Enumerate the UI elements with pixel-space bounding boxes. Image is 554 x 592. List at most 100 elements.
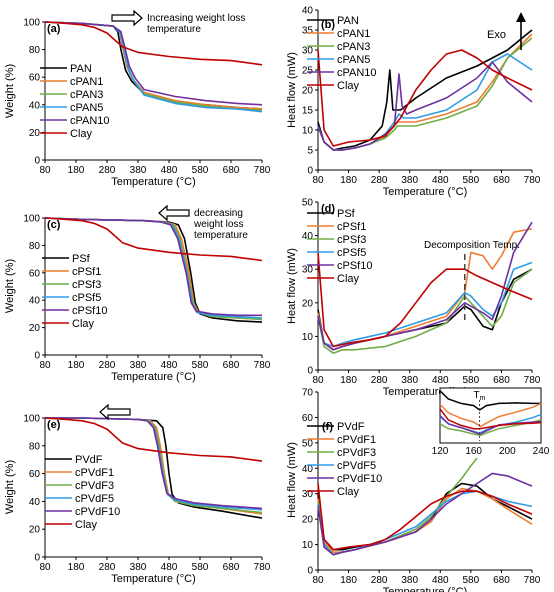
- y-tick-label: 40: [29, 296, 41, 307]
- legend-entry: cPAN10: [337, 67, 377, 79]
- x-tick-label: 780: [524, 575, 541, 586]
- exo-label: Exo: [487, 29, 506, 41]
- x-tick-label: 780: [524, 375, 541, 386]
- x-tick-label: 380: [401, 175, 418, 186]
- legend-entry: cPSf1: [72, 266, 101, 278]
- x-tick-label: 80: [39, 165, 51, 176]
- x-axis-title: Temperature (°C): [111, 573, 195, 585]
- chart-panel-e: 80 180 280 380 480 580 680 780 0 20 40 60 80 100 Tempe…: [4, 403, 271, 585]
- inset-series-line-Clay: [439, 408, 542, 430]
- series-line-cPAN10: [317, 61, 533, 151]
- y-tick-label: 20: [29, 128, 41, 139]
- inset-series-line-cPVdF1: [439, 402, 542, 428]
- legend-entry: PVdF: [337, 421, 365, 433]
- y-tick-label: 35: [302, 26, 314, 37]
- x-tick-label: 180: [68, 562, 85, 573]
- chart-panel-a: 80 180 280 380 480 580 680 780 0 20 40 60 80 100 Tempe…: [4, 9, 271, 188]
- series-line-cPVdF10: [317, 472, 533, 556]
- y-tick-label: 100: [23, 18, 40, 29]
- series-line-cPAN10: [44, 21, 263, 106]
- chart-panel-d: 80 180 280 380 480 580 680 78001020304050Temper…: [286, 198, 541, 399]
- x-tick-label: 680: [493, 175, 510, 186]
- y-tick-label: 25: [302, 66, 314, 77]
- legend-entry: cPAN10: [70, 115, 110, 127]
- x-tick-label: 580: [192, 562, 209, 573]
- x-tick-label: 280: [371, 175, 388, 186]
- series-line-Clay: [44, 21, 263, 66]
- legend-entry: cPVdF5: [337, 460, 376, 472]
- y-tick-label: 15: [302, 106, 314, 117]
- x-tick-label: 380: [130, 562, 147, 573]
- x-tick-label: 280: [99, 360, 116, 371]
- y-tick-label: 40: [29, 497, 41, 508]
- y-tick-label: 40: [302, 464, 314, 475]
- y-axis-title: Heat flow (mW): [286, 52, 298, 128]
- legend-entry: Clay: [75, 519, 98, 531]
- series-line-cPSf10: [44, 217, 262, 317]
- inset-series-line-PVdF: [439, 390, 541, 411]
- x-tick-label: 680: [223, 360, 240, 371]
- legend-entry: cPVdF1: [75, 467, 114, 479]
- x-tick-label: 180: [340, 175, 357, 186]
- x-tick-label: 280: [371, 375, 388, 386]
- chart-panel-b: 80 180 280 380 480 580 680 780 0 5 10 15 20 25 30 35 40 T…: [286, 6, 541, 199]
- series-line-Clay: [44, 217, 263, 262]
- y-tick-label: 10: [302, 540, 314, 551]
- series-line-cPSf10: [317, 221, 533, 351]
- x-tick-label: 280: [371, 575, 388, 586]
- legend-entry: Clay: [337, 486, 360, 498]
- y-tick-label: 100: [23, 214, 40, 225]
- legend-entry: cPVdF3: [75, 480, 114, 492]
- y-tick-label: 10: [302, 126, 314, 137]
- y-tick-label: 0: [307, 566, 313, 577]
- decomposition-annotation: Decomposition Temp.: [424, 240, 520, 251]
- y-tick-label: 20: [29, 525, 41, 536]
- x-tick-label: 580: [463, 575, 480, 586]
- arrow-left-icon: [158, 204, 190, 222]
- x-tick-label: 580: [192, 360, 209, 371]
- y-tick-label: 0: [34, 553, 40, 564]
- y-tick-label: 60: [29, 73, 41, 84]
- panel-label: (b): [321, 19, 335, 31]
- x-tick-label: 380: [401, 375, 418, 386]
- inset-x-tick-label: 160: [465, 446, 482, 457]
- y-tick-label: 50: [302, 438, 314, 449]
- x-tick-label: 80: [312, 575, 324, 586]
- y-tick-label: 20: [302, 515, 314, 526]
- y-axis-title: Weight (%): [4, 259, 16, 313]
- series-line-Clay: [44, 417, 263, 462]
- chart-panel-f: 80 180 280 380 480 580 680 780 0 10 20 30 40 50 60 70 Te…: [286, 387, 550, 592]
- legend-entry: cPVdF3: [337, 447, 376, 459]
- y-axis-title: Weight (%): [4, 64, 16, 118]
- x-tick-label: 780: [524, 175, 541, 186]
- inset-frame: [439, 387, 542, 444]
- legend-entry: PAN: [337, 15, 359, 27]
- legend-entry: cPSf3: [337, 234, 366, 246]
- x-tick-label: 680: [493, 575, 510, 586]
- x-tick-label: 80: [39, 360, 51, 371]
- y-tick-label: 30: [302, 489, 314, 500]
- x-axis-title: Temperature (°C): [383, 186, 467, 198]
- x-tick-label: 480: [161, 360, 178, 371]
- arrow-annotation: decreasing: [194, 208, 243, 219]
- series-line-cPVdF1: [317, 487, 533, 554]
- x-tick-label: 80: [39, 562, 51, 573]
- y-tick-label: 0: [307, 366, 313, 377]
- y-tick-label: 80: [29, 441, 41, 452]
- x-tick-label: 80: [312, 175, 324, 186]
- y-tick-label: 100: [23, 414, 40, 425]
- y-axis-title: Heat flow (mW): [286, 442, 298, 518]
- x-tick-label: 780: [254, 165, 271, 176]
- arrow-annotation: weight loss: [193, 219, 243, 230]
- inset-x-tick-label: 240: [533, 446, 550, 457]
- arrow-annotation: Increasing weight loss: [147, 13, 245, 24]
- y-tick-label: 40: [29, 100, 41, 111]
- x-tick-label: 780: [254, 360, 271, 371]
- x-tick-label: 380: [130, 360, 147, 371]
- x-tick-label: 480: [432, 375, 449, 386]
- legend-entry: cPVdF10: [337, 473, 382, 485]
- y-axis-title: Weight (%): [4, 460, 16, 514]
- panel-label: (f): [322, 421, 333, 433]
- y-tick-label: 0: [34, 156, 40, 167]
